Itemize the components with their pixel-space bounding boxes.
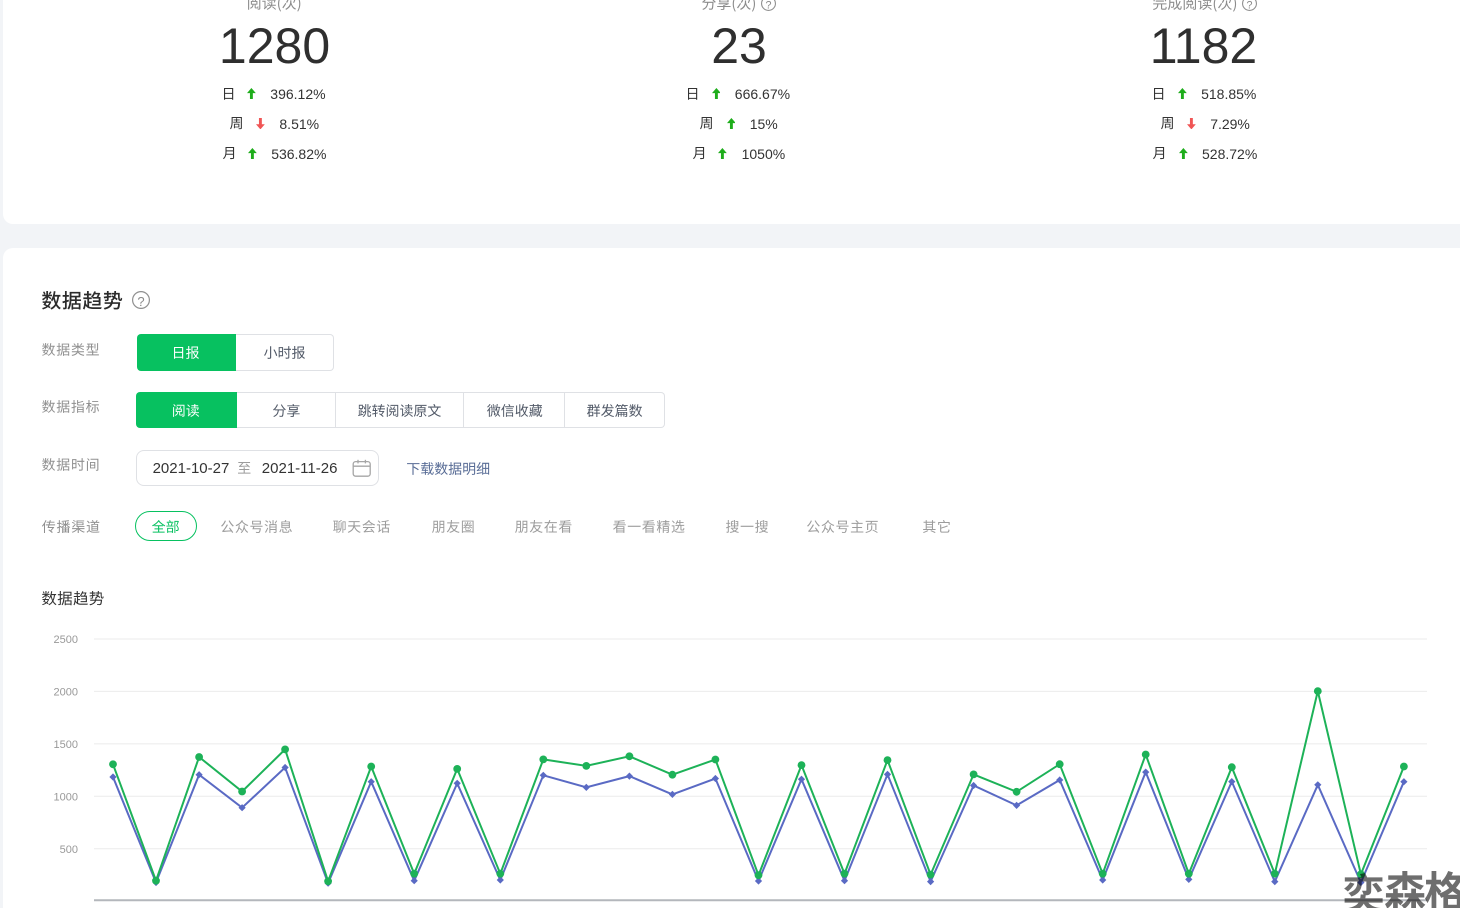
svg-text:1500: 1500 [54,739,78,751]
svg-text:?: ? [766,0,772,11]
svg-text:500: 500 [60,844,78,856]
svg-text:2500: 2500 [54,634,78,646]
svg-text:?: ? [1247,0,1253,11]
svg-text:2000: 2000 [54,686,78,698]
svg-text:1000: 1000 [54,791,78,803]
svg-text:?: ? [137,293,144,308]
